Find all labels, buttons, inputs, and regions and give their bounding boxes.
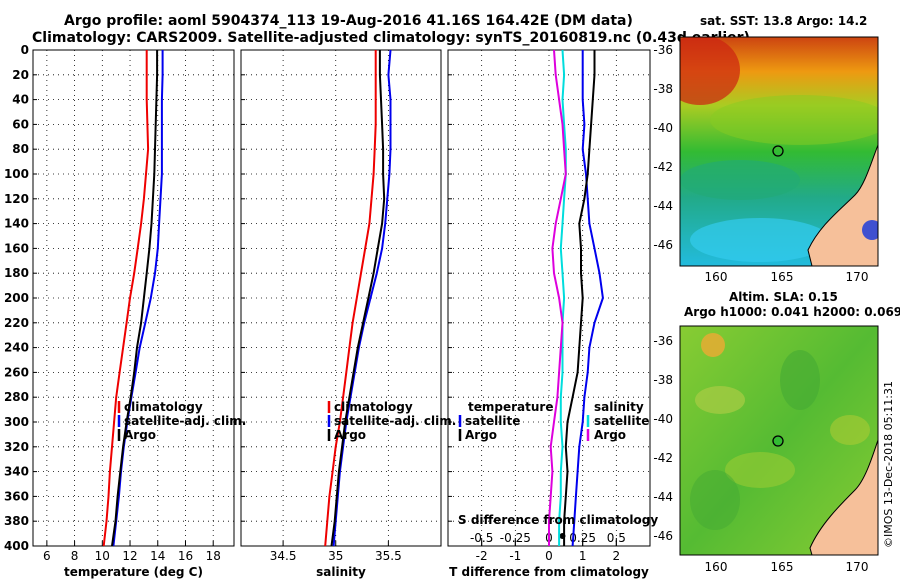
y-tick-label: 240 <box>4 341 29 355</box>
legend-temp-argo-label: Argo <box>465 428 498 442</box>
y-tick-label: 400 <box>4 539 29 553</box>
sst-lat-label: -44 <box>653 199 673 213</box>
sla-lat-label: -36 <box>653 334 673 348</box>
x-axis-label: temperature (deg C) <box>64 565 203 579</box>
x-axis-label: T difference from climatology <box>449 565 649 579</box>
sst-lat-label: -40 <box>653 121 673 135</box>
sst-float-marker <box>772 145 784 157</box>
sst-lat-label: -38 <box>653 82 673 96</box>
s-axis-tick-label: 0.25 <box>569 531 596 545</box>
sst-lat-label: -36 <box>653 43 673 57</box>
legend-argo-label: Argo <box>124 428 157 442</box>
figure-subtitle: Climatology: CARS2009. Satellite-adjuste… <box>32 30 750 46</box>
series-line-temperature-satellite <box>571 50 604 547</box>
sst-lat-label: -42 <box>653 160 673 174</box>
credit-timestamp: ©IMOS 13-Dec-2018 05:11:31 <box>882 381 895 548</box>
series-line-temperature-argo <box>563 50 596 546</box>
y-tick-label: 320 <box>4 440 29 454</box>
x-tick-label: 34.5 <box>270 549 297 563</box>
legend-satellite-label-2: satellite-adj. clim. <box>334 414 457 428</box>
y-tick-label: 260 <box>4 365 29 379</box>
x-tick-label: 14 <box>150 549 165 563</box>
y-tick-label: 380 <box>4 514 29 528</box>
sst-lon-label: 160 <box>705 270 728 284</box>
legend-argo-label-2: Argo <box>334 428 367 442</box>
sst-map <box>679 36 879 267</box>
y-tick-label: 180 <box>4 266 29 280</box>
y-tick-label: 280 <box>4 390 29 404</box>
legend-temperature-title: temperature <box>468 400 554 414</box>
x-tick-label: -2 <box>476 549 488 563</box>
y-tick-label: 100 <box>4 167 29 181</box>
x-tick-label: 8 <box>71 549 79 563</box>
x-tick-label: 0 <box>545 549 553 563</box>
series-line-argo <box>330 50 386 547</box>
sst-lon-label: 170 <box>846 270 869 284</box>
y-tick-label: 0 <box>21 43 29 57</box>
y-tick-label: 40 <box>12 93 29 107</box>
y-tick-label: 300 <box>4 415 29 429</box>
sla-lon-label: 170 <box>846 560 869 574</box>
series-line-climatology <box>324 50 377 547</box>
sst-lon-label: 165 <box>771 270 794 284</box>
panel-salinity: 34.5 35 35.5 salinity <box>240 49 442 579</box>
x-tick-label: 18 <box>206 549 221 563</box>
y-tick-label: 340 <box>4 465 29 479</box>
sst-lat-label: -46 <box>653 238 673 252</box>
x-tick-label: 35 <box>328 549 343 563</box>
x-tick-label: 16 <box>178 549 193 563</box>
y-tick-label: 160 <box>4 241 29 255</box>
panel-difference-from-climatology: -2 -1 0 1 2 T difference from climatology -0.5… <box>447 49 651 579</box>
y-tick-label: 120 <box>4 192 29 206</box>
s-axis-tick-label: -0.25 <box>500 531 531 545</box>
legend-temp-satellite-label: satellite <box>465 414 521 428</box>
s-difference-axis-title: S difference from climatology <box>458 513 659 527</box>
sla-lon-label: 160 <box>705 560 728 574</box>
y-tick-label: 360 <box>4 489 29 503</box>
series-line-salinity-satellite <box>558 49 567 546</box>
x-axis-label: salinity <box>316 565 366 579</box>
y-tick-label: 220 <box>4 316 29 330</box>
y-tick-label: 20 <box>12 68 29 82</box>
x-tick-label: 1 <box>579 549 587 563</box>
s-axis-tick-label: -0.5 <box>470 531 493 545</box>
legend-climatology-label-2: climatology <box>334 400 413 414</box>
x-tick-label: 6 <box>43 549 51 563</box>
x-tick-label: 12 <box>122 549 137 563</box>
sla-lat-label: -42 <box>653 451 673 465</box>
legend-salinity-title: salinity <box>594 400 644 414</box>
s-axis-tick-label: 0.5 <box>607 531 626 545</box>
y-tick-label: 200 <box>4 291 29 305</box>
sla-map-title-1: Altim. SLA: 0.15 <box>729 290 838 304</box>
y-tick-label: 60 <box>12 117 29 131</box>
legend-climatology-label: climatology <box>124 400 203 414</box>
y-tick-label: 80 <box>12 142 29 156</box>
sla-float-marker <box>772 435 784 447</box>
series-line-salinity-argo <box>548 49 567 546</box>
y-tick-label: 140 <box>4 217 29 231</box>
sla-lat-label: -46 <box>653 529 673 543</box>
sla-map-title-2: Argo h1000: 0.041 h2000: 0.069 <box>684 305 900 319</box>
x-tick-label: 10 <box>95 549 110 563</box>
x-tick-label: 2 <box>613 549 621 563</box>
legend-satellite-label: satellite-adj. clim. <box>124 414 247 428</box>
x-tick-label: 35.5 <box>375 549 402 563</box>
sla-lat-label: -40 <box>653 412 673 426</box>
sla-map <box>679 325 879 556</box>
series-line-argo <box>111 50 159 547</box>
x-tick-label: -1 <box>509 549 521 563</box>
sla-lat-label: -38 <box>653 373 673 387</box>
sla-lat-label: -44 <box>653 490 673 504</box>
legend-sal-argo-label: Argo <box>594 428 627 442</box>
series-line-climatology <box>102 50 150 547</box>
sla-lon-label: 165 <box>771 560 794 574</box>
legend-sal-satellite-label: satellite <box>594 414 650 428</box>
figure-title: Argo profile: aoml 5904374_113 19-Aug-20… <box>64 13 633 29</box>
sst-map-title: sat. SST: 13.8 Argo: 14.2 <box>700 14 868 28</box>
